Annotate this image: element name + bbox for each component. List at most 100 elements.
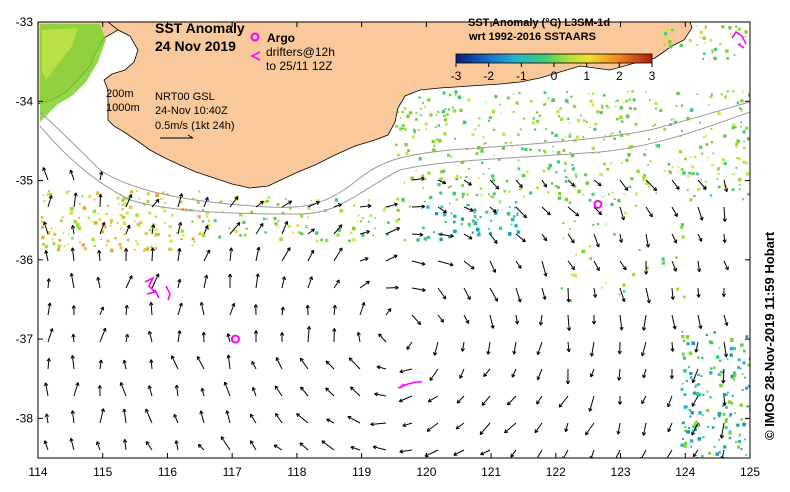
- sst-pixel: [273, 216, 277, 221]
- sst-pixel: [745, 335, 749, 339]
- sst-pixel: [570, 95, 573, 98]
- sst-pixel: [682, 295, 686, 299]
- sst-pixel: [576, 118, 581, 123]
- sst-pixel: [649, 99, 651, 101]
- sst-pixel: [663, 127, 667, 131]
- sst-pixel: [415, 112, 418, 114]
- current-arrow: [122, 439, 128, 451]
- current-arrow: [226, 354, 231, 370]
- sst-pixel: [679, 43, 683, 48]
- sst-pixel: [568, 299, 572, 303]
- current-arrow: [541, 206, 551, 216]
- sst-pixel: [564, 99, 569, 103]
- sst-pixel: [180, 229, 184, 233]
- current-arrow: [619, 314, 624, 331]
- sst-pixel: [468, 225, 471, 227]
- sst-pixel: [201, 233, 206, 238]
- sst-pixel: [457, 95, 462, 100]
- sst-pixel: [661, 257, 665, 261]
- current-arrow: [177, 330, 182, 343]
- sst-pixel: [95, 191, 100, 195]
- sst-pixel: [477, 232, 481, 237]
- sst-pixel: [143, 249, 145, 252]
- current-arrow: [99, 221, 106, 235]
- sst-pixel: [681, 331, 684, 333]
- sst-pixel: [616, 99, 619, 102]
- sst-pixel: [179, 200, 183, 204]
- sst-pixel: [723, 134, 727, 138]
- sst-pixel: [729, 353, 733, 357]
- sst-pixel: [538, 149, 541, 152]
- sst-pixel: [77, 226, 82, 231]
- sst-pixel: [201, 209, 204, 211]
- current-arrow: [479, 422, 491, 436]
- sst-pixel: [481, 161, 484, 164]
- sst-pixel: [488, 168, 490, 170]
- currents-scale-label: 0.5m/s (1kt 24h): [155, 120, 234, 132]
- sst-pixel: [607, 193, 610, 196]
- sst-pixel: [483, 143, 485, 145]
- sst-pixel: [744, 30, 748, 34]
- sst-pixel: [701, 356, 704, 360]
- sst-pixel: [699, 145, 703, 149]
- sst-pixel: [201, 220, 205, 223]
- isobath-200m: [39, 101, 750, 208]
- sst-pixel: [156, 232, 160, 236]
- sst-pixel: [43, 200, 46, 203]
- sst-pixel: [213, 219, 217, 223]
- sst-pixel: [485, 210, 489, 214]
- current-arrow: [359, 230, 370, 235]
- current-arrow: [251, 360, 257, 370]
- current-arrow: [566, 314, 572, 331]
- sst-pixel: [427, 235, 430, 238]
- sst-pixel: [136, 243, 139, 246]
- sst-pixel: [453, 214, 457, 218]
- sst-pixel: [49, 192, 52, 196]
- sst-pixel: [462, 120, 467, 125]
- current-arrow: [616, 422, 621, 435]
- sst-pixel: [619, 133, 624, 137]
- sst-pixel: [647, 164, 649, 166]
- current-arrow: [486, 341, 491, 355]
- sst-pixel: [722, 404, 725, 407]
- sst-pixel: [711, 52, 713, 55]
- sst-pixel: [471, 231, 474, 234]
- sst-pixel: [562, 148, 566, 152]
- sst-pixel: [664, 32, 668, 36]
- sst-pixel: [336, 233, 340, 237]
- sst-pixel: [443, 114, 446, 118]
- sst-pixel: [676, 91, 680, 95]
- sst-pixel: [423, 237, 427, 241]
- current-arrow: [645, 206, 653, 218]
- current-arrow: [47, 328, 54, 343]
- current-arrow: [411, 314, 422, 326]
- sst-pixel: [182, 234, 185, 237]
- sst-pixel: [450, 155, 452, 158]
- sst-pixel: [467, 98, 471, 102]
- sst-pixel: [642, 176, 646, 180]
- current-arrow: [453, 449, 465, 456]
- sst-pixel: [139, 221, 143, 225]
- sst-pixel: [477, 177, 480, 180]
- sst-pixel: [542, 149, 546, 152]
- sst-pixel: [418, 157, 422, 161]
- sst-pixel: [155, 193, 159, 198]
- sst-pixel: [424, 122, 428, 126]
- sst-pixel: [686, 430, 690, 434]
- current-arrow: [122, 408, 127, 424]
- sst-pixel: [622, 283, 626, 287]
- current-arrow: [296, 413, 309, 424]
- sst-pixel: [712, 51, 714, 53]
- current-arrow: [42, 221, 49, 235]
- sst-pixel: [415, 118, 418, 121]
- sst-pixel: [704, 25, 707, 28]
- sst-pixel: [69, 211, 73, 215]
- sst-pixel: [683, 444, 687, 448]
- sst-pixel: [568, 135, 572, 138]
- sst-pixel: [274, 222, 278, 226]
- current-arrow: [489, 233, 498, 244]
- current-arrow: [565, 368, 571, 385]
- sst-pixel: [118, 203, 121, 206]
- sst-pixel: [153, 246, 157, 251]
- sst-pixel: [121, 198, 125, 202]
